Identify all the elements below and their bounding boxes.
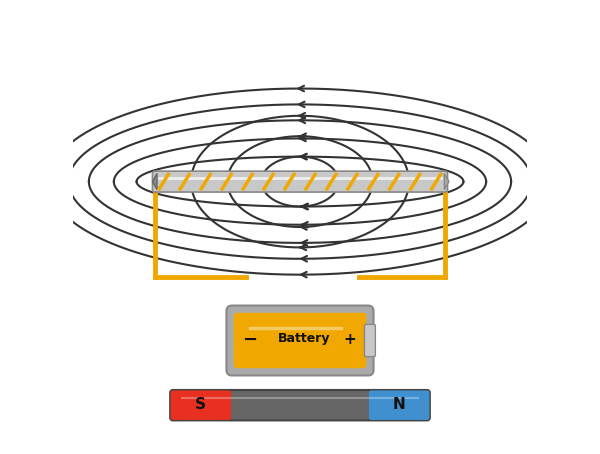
FancyBboxPatch shape: [170, 390, 231, 420]
Text: N: N: [393, 397, 406, 412]
FancyBboxPatch shape: [369, 390, 430, 420]
Polygon shape: [152, 173, 157, 190]
FancyBboxPatch shape: [234, 313, 366, 368]
FancyBboxPatch shape: [170, 390, 430, 420]
Text: S: S: [196, 397, 206, 412]
Polygon shape: [445, 173, 449, 190]
Text: Battery: Battery: [278, 332, 331, 345]
FancyBboxPatch shape: [152, 171, 448, 192]
Text: −: −: [242, 331, 257, 349]
FancyBboxPatch shape: [364, 324, 376, 357]
FancyBboxPatch shape: [226, 306, 374, 375]
Text: +: +: [344, 332, 356, 347]
